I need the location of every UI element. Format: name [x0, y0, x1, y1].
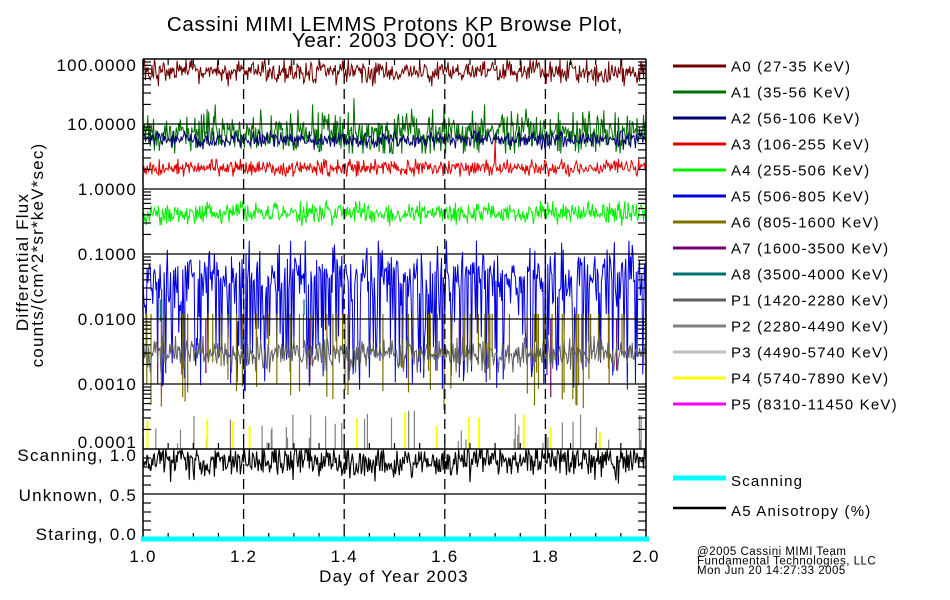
- y-axis-title-line2: counts/(cm^2*sr*keV*sec): [28, 143, 47, 368]
- y-tick-label: 100.0000: [56, 56, 137, 75]
- legend-label: P4 (5740-7890 KeV): [731, 371, 889, 388]
- x-tick-label: 1.0: [129, 547, 156, 566]
- series-a1-line: [143, 98, 646, 155]
- legend-label: P3 (4490-5740 KeV): [731, 345, 889, 362]
- y-tick-label: 1.0000: [78, 180, 137, 199]
- y-tick-label: 0.0001: [78, 433, 137, 452]
- series-p1-line: [143, 335, 646, 373]
- x-tick-label: 1.8: [532, 547, 559, 566]
- y-tick-label: 0.0010: [78, 375, 137, 394]
- legend-item: A0 (27-35 KeV): [673, 59, 851, 76]
- series-a5-line: [143, 240, 646, 392]
- legend-label: A0 (27-35 KeV): [731, 59, 851, 76]
- legend-label: P1 (1420-2280 KeV): [731, 293, 889, 310]
- legend-item: A5 Anisotropy (%): [673, 503, 871, 520]
- mode-tick-label: Unknown, 0.5: [19, 486, 137, 505]
- credits: @2005 Cassini MIMI Team Fundamental Tech…: [697, 546, 876, 577]
- axes-frame: [142, 58, 647, 540]
- legend-item: P2 (2280-4490 KeV): [673, 319, 889, 336]
- x-axis-title: Day of Year 2003: [319, 567, 469, 586]
- legend-item: A2 (56-106 KeV): [673, 111, 861, 128]
- credit-copyright: @2005 Cassini MIMI Team: [697, 546, 847, 558]
- tick-labels: 100.0000 10.0000 1.0000 0.1000 0.0100 0.0010 0…: [17, 56, 659, 566]
- legend-label: A3 (106-255 KeV): [731, 137, 870, 154]
- y-tick-label: 0.0100: [78, 310, 137, 329]
- legend-label: A8 (3500-4000 KeV): [731, 267, 889, 284]
- y-tick-label: 0.1000: [78, 245, 137, 264]
- legend-item: P1 (1420-2280 KeV): [673, 293, 889, 310]
- x-tick-label: 1.2: [230, 547, 257, 566]
- legend-label: A4 (255-506 KeV): [731, 163, 870, 180]
- x-tick-label: 2.0: [632, 547, 659, 566]
- legend-label: A7 (1600-3500 KeV): [731, 241, 889, 258]
- credit-company: Fundamental Technologies, LLC: [697, 556, 876, 568]
- legend-item: P4 (5740-7890 KeV): [673, 371, 889, 388]
- legend-label: Scanning: [731, 473, 803, 490]
- gridlines: [143, 59, 646, 539]
- series-a0-line: [143, 59, 646, 87]
- plot-title-line2: Year: 2003 DOY: 001: [292, 29, 498, 52]
- legend-label: A6 (805-1600 KeV): [731, 215, 880, 232]
- legend-item: Scanning: [673, 473, 803, 490]
- series-p4-spikes: [146, 412, 601, 449]
- series-a3-line: [143, 140, 646, 178]
- y-axis-title-line1: Differential Flux: [13, 193, 32, 331]
- legend: A0 (27-35 KeV) A1 (35-56 KeV) A2 (56-106 K…: [673, 59, 898, 520]
- credit-timestamp: Mon Jun 20 14:27:33 2005: [697, 565, 846, 577]
- mode-tick-label: Scanning, 1.0: [17, 446, 137, 465]
- legend-item: A7 (1600-3500 KeV): [673, 241, 889, 258]
- series-a4-line: [143, 199, 646, 227]
- y-tick-label: 10.0000: [67, 115, 137, 134]
- legend-label: A5 Anisotropy (%): [731, 503, 871, 520]
- legend-item: A3 (106-255 KeV): [673, 137, 870, 154]
- legend-label: P2 (2280-4490 KeV): [731, 319, 889, 336]
- legend-item: P5 (8310-11450 KeV): [673, 397, 898, 414]
- mode-tick-label: Staring, 0.0: [36, 525, 137, 544]
- legend-item: P3 (4490-5740 KeV): [673, 345, 889, 362]
- legend-item: A5 (506-805 KeV): [673, 189, 870, 206]
- plot-title-line1: Cassini MIMI LEMMS Protons KP Browse Plo…: [167, 13, 623, 36]
- legend-item: A1 (35-56 KeV): [673, 85, 851, 102]
- legend-label: P5 (8310-11450 KeV): [731, 397, 898, 414]
- anisotropy-line: [143, 449, 646, 484]
- legend-label: A1 (35-56 KeV): [731, 85, 851, 102]
- x-tick-label: 1.4: [331, 547, 358, 566]
- legend-label: A5 (506-805 KeV): [731, 189, 870, 206]
- legend-label: A2 (56-106 KeV): [731, 111, 861, 128]
- legend-item: A6 (805-1600 KeV): [673, 215, 880, 232]
- legend-item: A4 (255-506 KeV): [673, 163, 870, 180]
- mode-traces: [143, 449, 646, 484]
- series-a2-line: [143, 130, 646, 151]
- x-tick-label: 1.6: [431, 547, 458, 566]
- legend-item: A8 (3500-4000 KeV): [673, 267, 889, 284]
